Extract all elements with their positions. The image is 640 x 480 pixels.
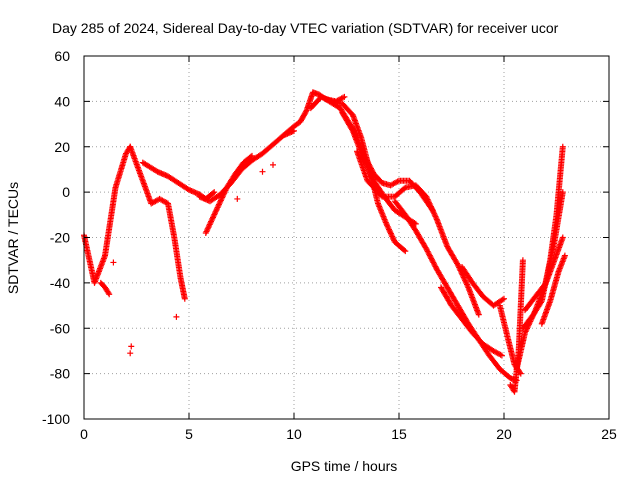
x-tick-label: 10 — [286, 426, 302, 442]
data-points — [81, 89, 568, 395]
x-tick-label: 5 — [185, 426, 193, 442]
data-point — [402, 248, 409, 255]
data-point — [387, 229, 394, 236]
data-point — [110, 259, 117, 266]
data-point — [499, 296, 506, 303]
x-tick-label: 0 — [80, 426, 88, 442]
y-tick-label: -80 — [50, 366, 70, 382]
data-point — [105, 289, 112, 296]
data-point — [153, 167, 160, 174]
data-point — [302, 108, 309, 115]
y-tick-label: 40 — [54, 93, 70, 109]
chart-title: Day 285 of 2024, Sidereal Day-to-day VTE… — [52, 20, 559, 36]
x-tick-label: 25 — [601, 426, 617, 442]
x-axis-label: GPS time / hours — [291, 458, 398, 474]
data-point — [384, 222, 391, 229]
y-tick-label: -60 — [50, 320, 70, 336]
data-point — [181, 295, 188, 302]
data-point — [385, 225, 392, 232]
data-point — [401, 247, 408, 254]
x-tick-labels: 0 5 10 15 20 25 — [80, 426, 617, 442]
data-point — [341, 93, 348, 100]
data-point — [388, 232, 395, 239]
data-point — [501, 295, 507, 302]
y-tick-label: 20 — [54, 139, 70, 155]
data-point — [561, 252, 568, 259]
y-tick-label: -40 — [50, 275, 70, 291]
axis-ticks — [83, 55, 610, 420]
data-point — [106, 291, 113, 298]
data-point — [173, 313, 180, 320]
data-point — [384, 223, 391, 230]
data-point — [389, 234, 396, 241]
y-axis-label: SDTVAR / TECUs — [5, 182, 21, 294]
y-tick-label: 60 — [54, 48, 70, 64]
data-point — [389, 233, 396, 240]
data-point — [270, 161, 276, 168]
data-point — [517, 370, 524, 377]
data-point — [401, 185, 408, 192]
y-tick-label: 0 — [62, 184, 70, 200]
data-point — [383, 220, 390, 227]
data-point — [559, 234, 566, 241]
data-point — [386, 227, 393, 234]
data-point — [128, 343, 135, 350]
y-tick-labels: -100 -80 -60 -40 -20 0 20 40 60 — [42, 48, 70, 427]
data-point — [498, 352, 505, 359]
data-point — [378, 192, 385, 199]
x-tick-label: 20 — [496, 426, 512, 442]
data-point — [475, 311, 482, 318]
data-point — [210, 190, 216, 197]
y-tick-label: -100 — [42, 411, 70, 427]
data-point — [349, 126, 356, 133]
data-point — [519, 257, 526, 264]
data-point — [247, 153, 254, 160]
y-tick-label: -20 — [50, 230, 70, 246]
x-tick-label: 15 — [391, 426, 407, 442]
data-point — [537, 299, 544, 306]
grid-lines — [84, 56, 609, 419]
data-point — [387, 230, 394, 237]
data-point — [390, 236, 397, 243]
data-point — [249, 152, 255, 159]
data-point — [559, 143, 566, 150]
data-point — [127, 350, 134, 357]
data-point — [385, 226, 392, 233]
data-point — [211, 189, 218, 196]
data-point — [234, 195, 241, 202]
data-point — [259, 168, 266, 175]
